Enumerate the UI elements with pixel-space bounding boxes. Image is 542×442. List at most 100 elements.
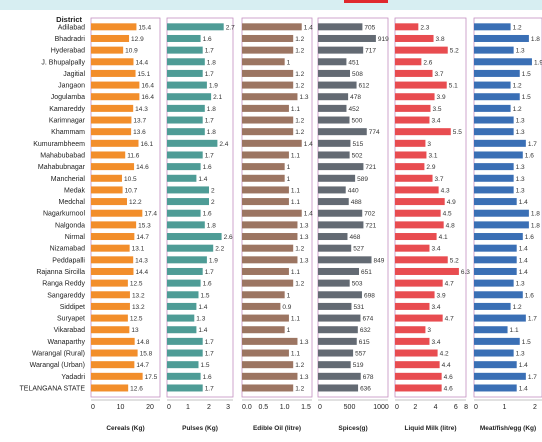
- bar[interactable]: [91, 221, 137, 229]
- bar[interactable]: [395, 279, 443, 287]
- bar[interactable]: [167, 198, 209, 206]
- bar[interactable]: [242, 81, 294, 89]
- bar[interactable]: [242, 46, 294, 54]
- bar[interactable]: [318, 221, 364, 229]
- bar[interactable]: [318, 139, 351, 147]
- bar[interactable]: [242, 384, 294, 392]
- bar[interactable]: [395, 314, 443, 322]
- bar[interactable]: [91, 174, 122, 182]
- bar[interactable]: [318, 81, 357, 89]
- bar[interactable]: [91, 128, 132, 136]
- bar[interactable]: [395, 384, 442, 392]
- bar[interactable]: [242, 279, 294, 287]
- bar[interactable]: [395, 104, 431, 112]
- bar[interactable]: [395, 221, 444, 229]
- bar[interactable]: [242, 128, 294, 136]
- bar[interactable]: [242, 34, 294, 42]
- bar[interactable]: [318, 69, 351, 77]
- bar[interactable]: [242, 186, 289, 194]
- bar[interactable]: [474, 291, 523, 299]
- bar[interactable]: [242, 221, 298, 229]
- bar[interactable]: [395, 349, 438, 357]
- bar[interactable]: [167, 34, 201, 42]
- bar[interactable]: [91, 104, 134, 112]
- bar[interactable]: [167, 291, 199, 299]
- bar[interactable]: [474, 81, 511, 89]
- bar[interactable]: [167, 302, 197, 310]
- bar[interactable]: [91, 69, 136, 77]
- bar[interactable]: [91, 23, 137, 31]
- bar[interactable]: [91, 233, 135, 241]
- bar[interactable]: [318, 279, 350, 287]
- bar[interactable]: [395, 46, 448, 54]
- bar[interactable]: [474, 163, 514, 171]
- bar[interactable]: [91, 349, 138, 357]
- bar[interactable]: [474, 116, 514, 124]
- bar[interactable]: [395, 186, 439, 194]
- bar[interactable]: [91, 34, 130, 42]
- bar[interactable]: [242, 302, 281, 310]
- bar[interactable]: [318, 198, 349, 206]
- bar[interactable]: [318, 93, 349, 101]
- bar[interactable]: [474, 233, 523, 241]
- bar[interactable]: [167, 361, 199, 369]
- bar[interactable]: [395, 34, 434, 42]
- bar[interactable]: [395, 174, 433, 182]
- bar[interactable]: [167, 326, 197, 334]
- bar[interactable]: [91, 151, 126, 159]
- bar[interactable]: [318, 361, 351, 369]
- bar[interactable]: [395, 267, 459, 275]
- bar[interactable]: [395, 372, 442, 380]
- bar[interactable]: [318, 186, 346, 194]
- bar[interactable]: [91, 116, 132, 124]
- bar[interactable]: [395, 209, 441, 217]
- bar[interactable]: [395, 116, 430, 124]
- bar[interactable]: [395, 198, 445, 206]
- bar[interactable]: [395, 93, 435, 101]
- bar[interactable]: [318, 256, 372, 264]
- bar[interactable]: [318, 23, 363, 31]
- bar[interactable]: [318, 384, 359, 392]
- bar[interactable]: [318, 104, 347, 112]
- bar[interactable]: [318, 372, 361, 380]
- bar[interactable]: [318, 116, 350, 124]
- bar[interactable]: [474, 221, 529, 229]
- bar[interactable]: [167, 139, 218, 147]
- bar[interactable]: [91, 244, 130, 252]
- bar[interactable]: [167, 244, 214, 252]
- bar[interactable]: [242, 314, 289, 322]
- bar[interactable]: [242, 267, 289, 275]
- bar[interactable]: [91, 291, 130, 299]
- bar[interactable]: [91, 279, 128, 287]
- bar[interactable]: [474, 279, 514, 287]
- bar[interactable]: [395, 244, 430, 252]
- bar[interactable]: [318, 302, 352, 310]
- bar[interactable]: [91, 58, 134, 66]
- bar[interactable]: [474, 384, 517, 392]
- bar[interactable]: [474, 267, 517, 275]
- bar[interactable]: [395, 69, 433, 77]
- bar[interactable]: [474, 244, 517, 252]
- bar[interactable]: [167, 81, 207, 89]
- bar[interactable]: [474, 69, 520, 77]
- bar[interactable]: [242, 361, 294, 369]
- bar[interactable]: [395, 256, 448, 264]
- bar[interactable]: [167, 163, 201, 171]
- bar[interactable]: [167, 209, 201, 217]
- bar[interactable]: [167, 256, 207, 264]
- bar[interactable]: [167, 186, 209, 194]
- bar[interactable]: [242, 69, 294, 77]
- bar[interactable]: [91, 81, 140, 89]
- bar[interactable]: [474, 23, 511, 31]
- bar[interactable]: [167, 23, 224, 31]
- bar[interactable]: [318, 163, 364, 171]
- bar[interactable]: [474, 174, 514, 182]
- bar[interactable]: [395, 58, 422, 66]
- bar[interactable]: [91, 302, 130, 310]
- bar[interactable]: [91, 314, 128, 322]
- bar[interactable]: [395, 81, 447, 89]
- bar[interactable]: [318, 326, 358, 334]
- bar[interactable]: [318, 291, 362, 299]
- bar[interactable]: [318, 46, 364, 54]
- bar[interactable]: [91, 384, 129, 392]
